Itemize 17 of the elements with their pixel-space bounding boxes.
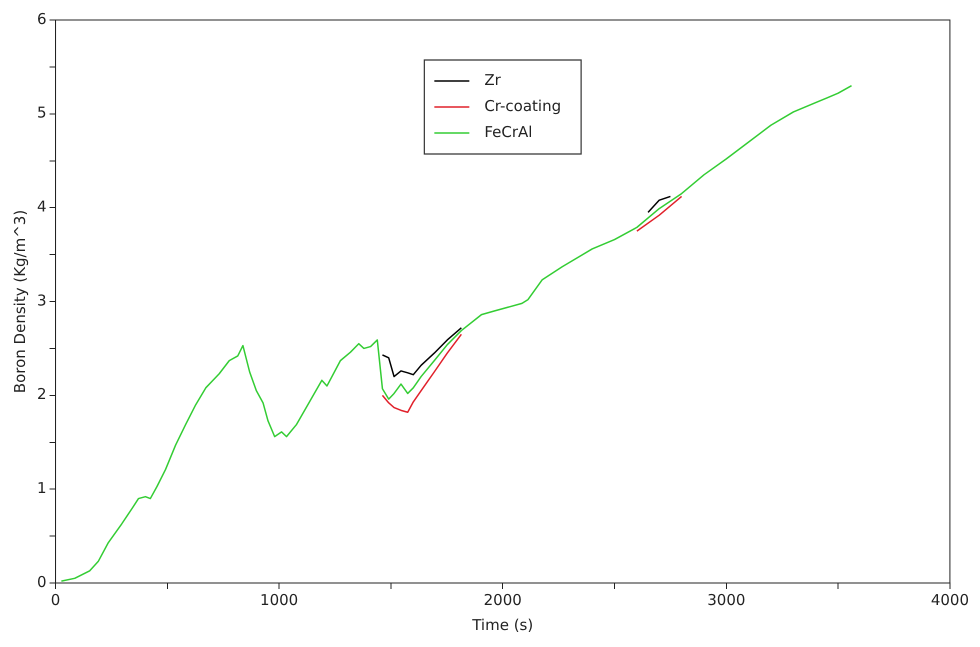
x-tick-label: 0 [50,590,60,609]
y-tick-label: 5 [36,104,47,122]
x-tick-label: 3000 [707,590,746,609]
y-axis-title: Boron Density (Kg/m^3) [10,210,29,394]
y-tick-label: 0 [36,572,47,591]
y-tick-label: 2 [36,385,47,404]
legend-label: Zr [484,70,502,89]
y-tick-label: 4 [36,198,47,216]
x-axis-title: Time (s) [471,616,534,634]
legend-label: Cr-coating [484,96,562,115]
legend-label: FeCrAl [484,122,532,141]
y-tick-label: 1 [36,479,47,498]
x-tick-label: 2000 [484,590,522,609]
y-tick-label: 3 [36,291,47,310]
x-tick-label: 4000 [930,590,970,609]
x-tick-label: 1000 [260,590,298,609]
y-tick-label: 6 [36,10,47,28]
